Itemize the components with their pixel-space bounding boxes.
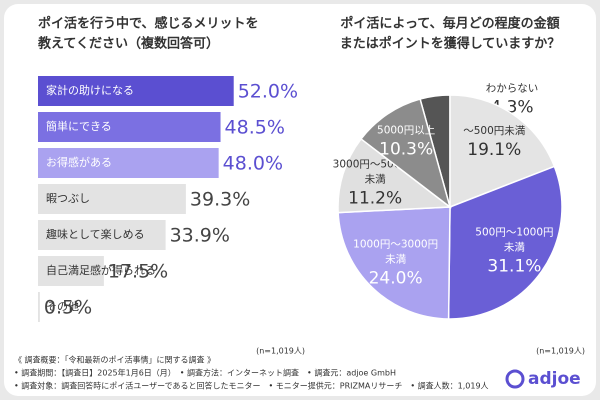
chart-title: ポイ活によって、毎月どの程度の金額: [340, 16, 559, 32]
logo-icon: [505, 369, 525, 389]
value-label: 19.1%: [467, 140, 521, 160]
bar: [38, 148, 219, 178]
note: (n=1,019人): [256, 347, 305, 356]
pie-slice: [447, 165, 563, 320]
slice-label: 未満: [365, 174, 386, 186]
value-label: 48.0%: [223, 153, 283, 175]
pie-slice: [337, 137, 453, 214]
slice-label: 1000円〜3000円: [353, 238, 438, 250]
footer-line: • 調査対象：調査回答時にポイ活ユーザーであると回答したモニター • モニター提…: [14, 381, 489, 391]
slice-label: 未満: [385, 253, 406, 265]
value-label: 0.5%: [44, 297, 92, 319]
pie-slice: [360, 98, 452, 209]
category-label: お得感がある: [46, 155, 112, 169]
category-label: 趣味として楽しめる: [46, 227, 145, 241]
category-label: その他: [46, 300, 79, 313]
logo: adjoe: [528, 369, 581, 389]
chart-title: 教えてください（複数回答可）: [37, 36, 219, 52]
pie-slice: [449, 94, 556, 209]
value-label: 31.1%: [487, 257, 541, 277]
value-label: 17.5%: [108, 261, 168, 283]
slice-label: 〜500円未満: [463, 125, 526, 137]
note: (n=1,019人): [536, 347, 585, 356]
bar: [38, 184, 186, 214]
value-label: 33.9%: [170, 225, 230, 247]
category-label: 簡単にできる: [46, 119, 112, 133]
category-label: 自己満足感が得られる: [46, 263, 156, 277]
pie-slice: [337, 206, 451, 320]
value-label: 48.5%: [225, 117, 285, 139]
slice-label: 500円〜1000円: [475, 227, 553, 239]
slice-label: 未満: [504, 242, 525, 254]
footer-line: • 調査期間：【調査日】2025年1月6日（月） • 調査方法：インターネット調…: [14, 368, 396, 378]
bar: [38, 220, 166, 250]
bar: [38, 112, 221, 142]
value-label: 52.0%: [238, 81, 298, 103]
value-label: 10.3%: [379, 140, 433, 160]
bar: [38, 292, 40, 322]
slice-label: わからない: [486, 83, 539, 95]
bar: [38, 76, 234, 106]
footer-heading: 《 調査概要：「令和最新のポイ活事情」に関する調査 》: [14, 355, 215, 365]
chart-title: またはポイントを獲得していますか？: [340, 36, 561, 52]
value-label: 11.2%: [348, 189, 402, 209]
value-label: 24.0%: [369, 268, 423, 288]
slice-label: 5000円以上: [377, 125, 435, 137]
value-label: 39.3%: [190, 189, 250, 211]
bar: [38, 256, 104, 286]
category-label: 家計の助けになる: [46, 83, 134, 97]
chart-title: ポイ活を行う中で、感じるメリットを: [38, 16, 258, 32]
category-label: 暇つぶし: [46, 192, 90, 205]
